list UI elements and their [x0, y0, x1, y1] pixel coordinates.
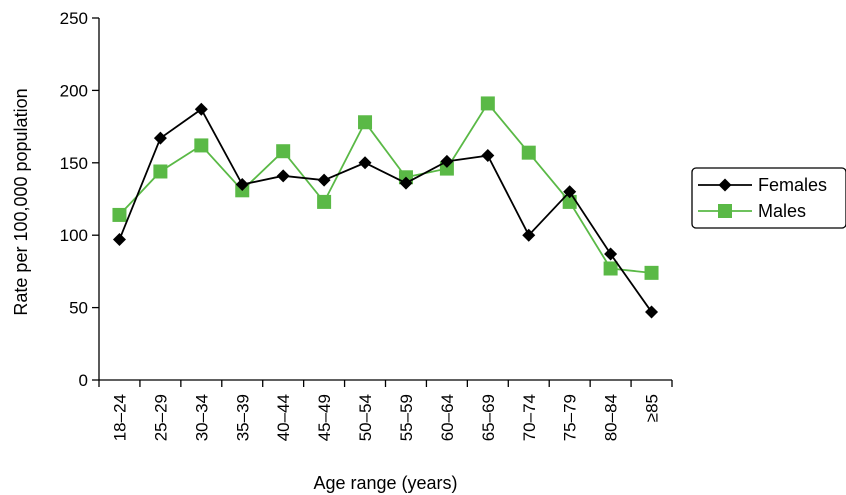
y-tick-label: 250: [60, 9, 88, 28]
legend-marker: [718, 178, 732, 192]
x-tick-label: 25–29: [151, 394, 170, 441]
data-point: [399, 176, 413, 190]
x-tick-label: 30–34: [192, 394, 211, 441]
legend-item-males: Males: [698, 201, 806, 221]
x-tick-label: 70–74: [520, 394, 539, 441]
data-point: [276, 169, 290, 183]
data-point: [645, 305, 659, 319]
x-tick-label: 55–59: [397, 394, 416, 441]
series-line: [118, 107, 653, 313]
data-point: [644, 265, 659, 280]
x-tick-label: 75–79: [561, 394, 580, 441]
data-point: [194, 138, 209, 153]
x-tick-label: 45–49: [315, 394, 334, 441]
data-point: [440, 154, 454, 168]
data-point: [522, 228, 536, 242]
data-point: [439, 161, 454, 176]
data-point: [480, 96, 495, 111]
series-females: [112, 102, 659, 319]
data-point: [358, 115, 373, 130]
legend: Females Males: [691, 167, 846, 229]
x-tick-label: ≥85: [643, 394, 662, 422]
legend-label: Males: [758, 201, 806, 221]
x-tick-label: 60–64: [438, 394, 457, 441]
x-tick-label: 50–54: [356, 394, 375, 441]
x-tick-label: 35–39: [233, 394, 252, 441]
series-layer: [112, 96, 659, 319]
y-tick-label: 200: [60, 81, 88, 100]
legend-marker: [718, 204, 732, 218]
data-point: [317, 194, 332, 209]
x-tick-label: 65–69: [479, 394, 498, 441]
x-tick-label: 18–24: [110, 394, 129, 441]
series-males: [112, 96, 659, 280]
data-point: [358, 156, 372, 170]
data-point: [604, 247, 618, 261]
y-tick-label: 50: [69, 299, 88, 318]
data-point: [317, 173, 331, 187]
legend-label: Females: [758, 175, 827, 195]
x-tick-label: 40–44: [274, 394, 293, 441]
y-tick-label: 0: [79, 371, 88, 390]
data-point: [276, 144, 291, 159]
data-point: [153, 164, 168, 179]
data-point: [563, 185, 577, 199]
data-point: [153, 131, 167, 145]
data-point: [112, 207, 127, 222]
axes: 0 50 100 150 200 250 18–24 25–29 30–34 35–39 40–44…: [60, 9, 673, 441]
y-tick-label: 150: [60, 154, 88, 173]
data-point: [235, 178, 249, 192]
y-tick-label: 100: [60, 226, 88, 245]
x-axis-title: Age range (years): [313, 473, 457, 493]
data-point: [112, 233, 126, 247]
data-point: [521, 145, 536, 160]
y-axis-title: Rate per 100,000 population: [11, 88, 31, 315]
x-tick-label: 80–84: [602, 394, 621, 441]
legend-item-females: Females: [698, 175, 827, 195]
data-point: [603, 261, 618, 276]
data-point: [481, 149, 495, 163]
series-line: [118, 101, 652, 274]
data-point: [194, 102, 208, 116]
